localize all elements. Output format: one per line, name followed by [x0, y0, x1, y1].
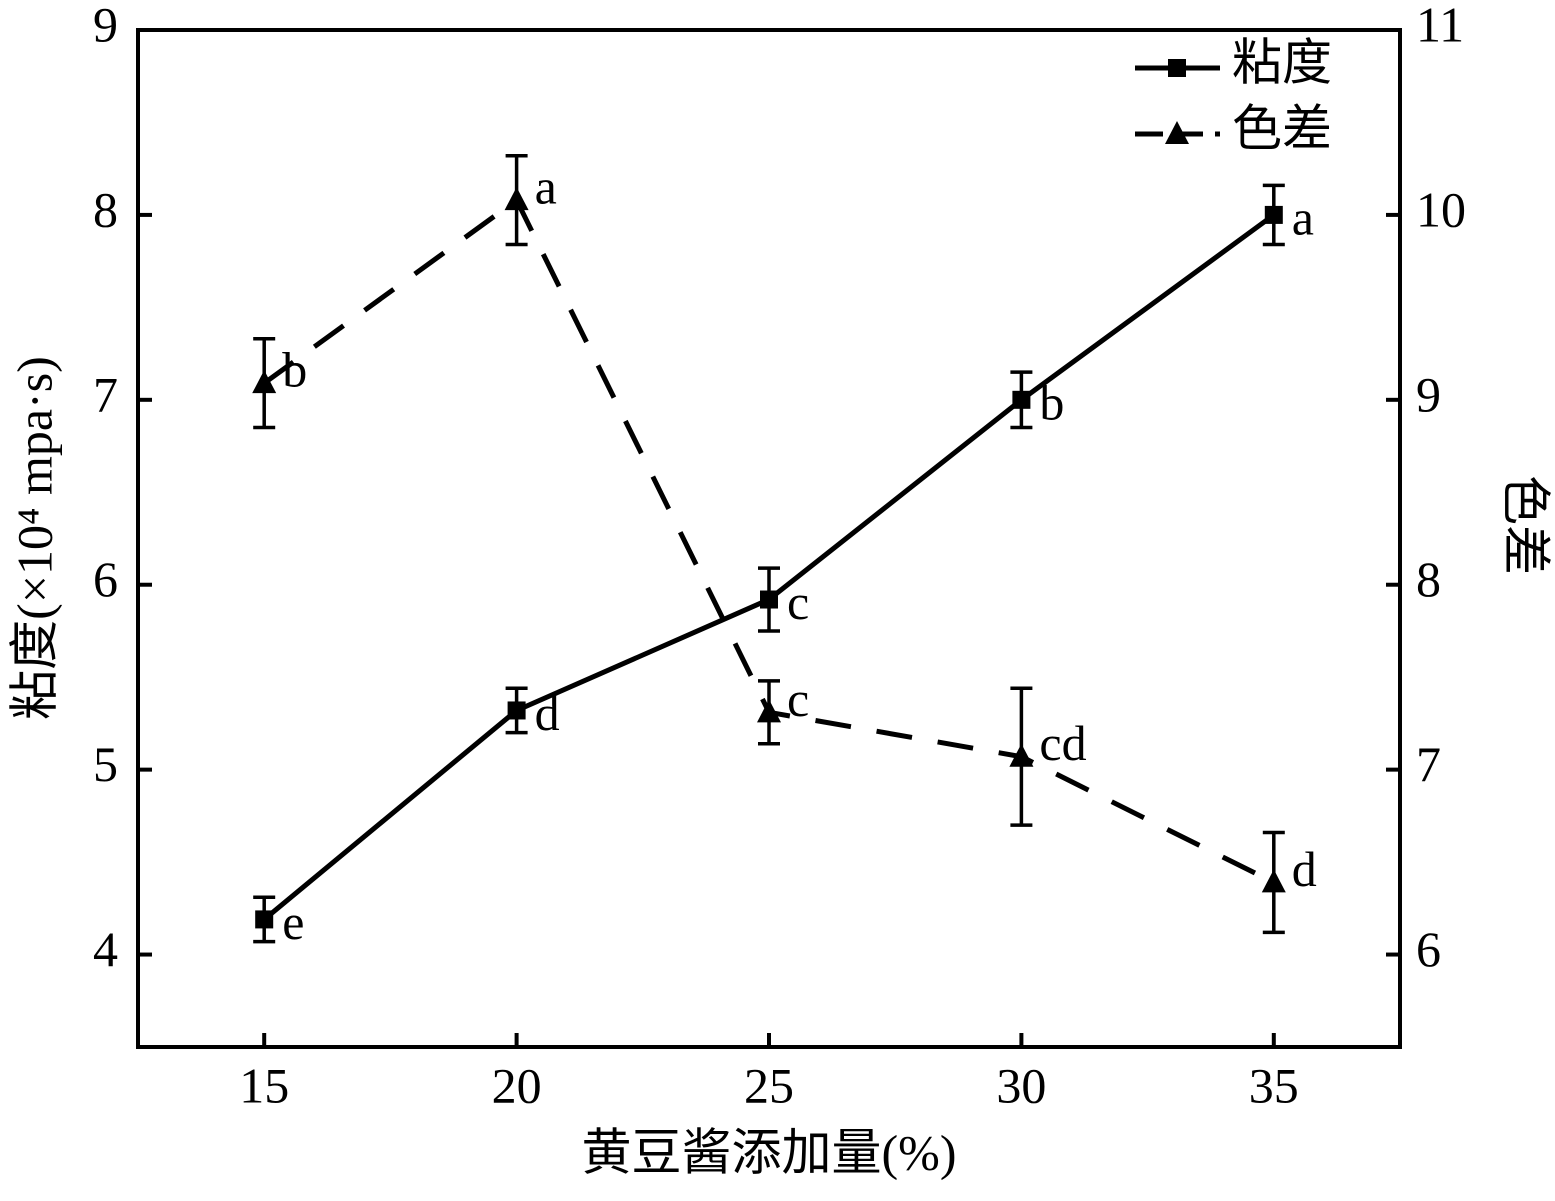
marker: [255, 910, 274, 929]
x-tick-label: 20: [492, 1057, 542, 1113]
y-axis-title: 粘度(×10⁴ mpa·s): [6, 356, 62, 720]
significance-label: b: [1039, 374, 1064, 430]
y2-axis-title: 色差: [1498, 475, 1554, 575]
marker: [757, 699, 781, 723]
y2-tick-label: 9: [1416, 366, 1441, 422]
y-tick-label: 8: [93, 181, 118, 237]
x-tick-label: 25: [744, 1057, 794, 1113]
y-tick-label: 4: [93, 921, 118, 977]
marker: [1009, 743, 1034, 767]
y2-tick-label: 6: [1416, 921, 1441, 977]
marker: [252, 370, 277, 394]
significance-label: d: [1292, 841, 1317, 897]
marker: [1165, 121, 1189, 144]
significance-label: c: [787, 671, 809, 727]
legend-label: 色差: [1232, 100, 1332, 156]
significance-label: cd: [1039, 715, 1086, 771]
significance-label: e: [282, 894, 304, 950]
x-axis-title: 黄豆酱添加量(%): [582, 1124, 957, 1180]
x-tick-label: 15: [239, 1057, 289, 1113]
marker: [1264, 205, 1283, 224]
y2-tick-label: 8: [1416, 551, 1441, 607]
significance-label: a: [1292, 189, 1314, 245]
y-tick-label: 6: [93, 551, 118, 607]
marker: [1261, 869, 1286, 893]
marker: [760, 590, 778, 609]
significance-label: c: [787, 574, 809, 630]
y2-tick-label: 7: [1416, 736, 1441, 792]
series-line: [262, 196, 1275, 885]
marker: [1012, 390, 1031, 409]
marker: [504, 187, 529, 211]
y2-tick-label: 11: [1416, 0, 1464, 52]
y-tick-label: 7: [93, 366, 118, 422]
legend-label: 粘度: [1232, 34, 1332, 90]
significance-label: d: [535, 685, 560, 741]
y-tick-label: 5: [93, 736, 118, 792]
significance-label: a: [535, 159, 557, 215]
plot-frame: [136, 28, 1402, 1049]
marker: [507, 701, 526, 720]
x-tick-label: 30: [996, 1057, 1046, 1113]
marker: [1168, 59, 1186, 77]
significance-label: b: [282, 342, 307, 398]
x-tick-label: 35: [1249, 1057, 1299, 1113]
y2-tick-label: 10: [1416, 181, 1466, 237]
y-tick-label: 9: [93, 0, 118, 52]
